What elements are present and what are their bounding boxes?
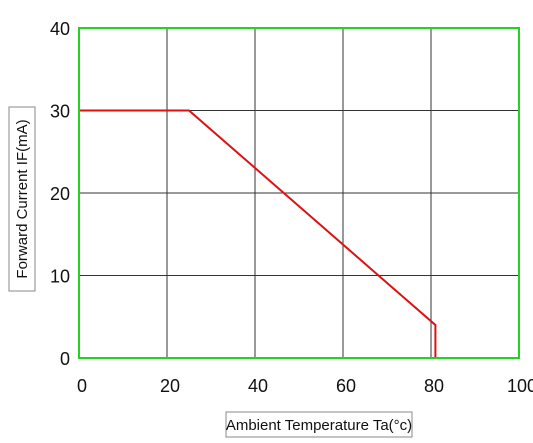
- plot-frame-layer: [78, 27, 520, 359]
- y-axis-label-text: Forward Current IF(mA): [14, 119, 31, 278]
- y-tick-label-30: 30: [50, 102, 70, 122]
- grid: [79, 28, 519, 358]
- y-axis-label-box: [8, 106, 36, 292]
- tick-labels: 0 20 40 60 80 100 0 10 20 30 40: [50, 19, 533, 396]
- x-tick-label-20: 20: [160, 376, 180, 396]
- series-line-0: [79, 109, 437, 358]
- x-tick-label-40: 40: [248, 376, 268, 396]
- x-tick-label-100: 100: [507, 376, 533, 396]
- x-tick-label-60: 60: [336, 376, 356, 396]
- y-tick-label-20: 20: [50, 184, 70, 204]
- plot-frame: [78, 27, 520, 359]
- x-tick-label-0: 0: [77, 376, 87, 396]
- x-axis-label-box: [225, 411, 413, 438]
- x-tick-label-80: 80: [424, 376, 444, 396]
- y-tick-label-40: 40: [50, 19, 70, 39]
- series-layer: [79, 109, 437, 358]
- y-tick-label-10: 10: [50, 267, 70, 287]
- y-tick-label-0: 0: [60, 349, 70, 369]
- x-axis-label: Ambient Temperature Ta(°c): [225, 411, 413, 438]
- y-axis-label: Forward Current IF(mA): [8, 106, 36, 292]
- x-axis-label-text: Ambient Temperature Ta(°c): [226, 417, 412, 434]
